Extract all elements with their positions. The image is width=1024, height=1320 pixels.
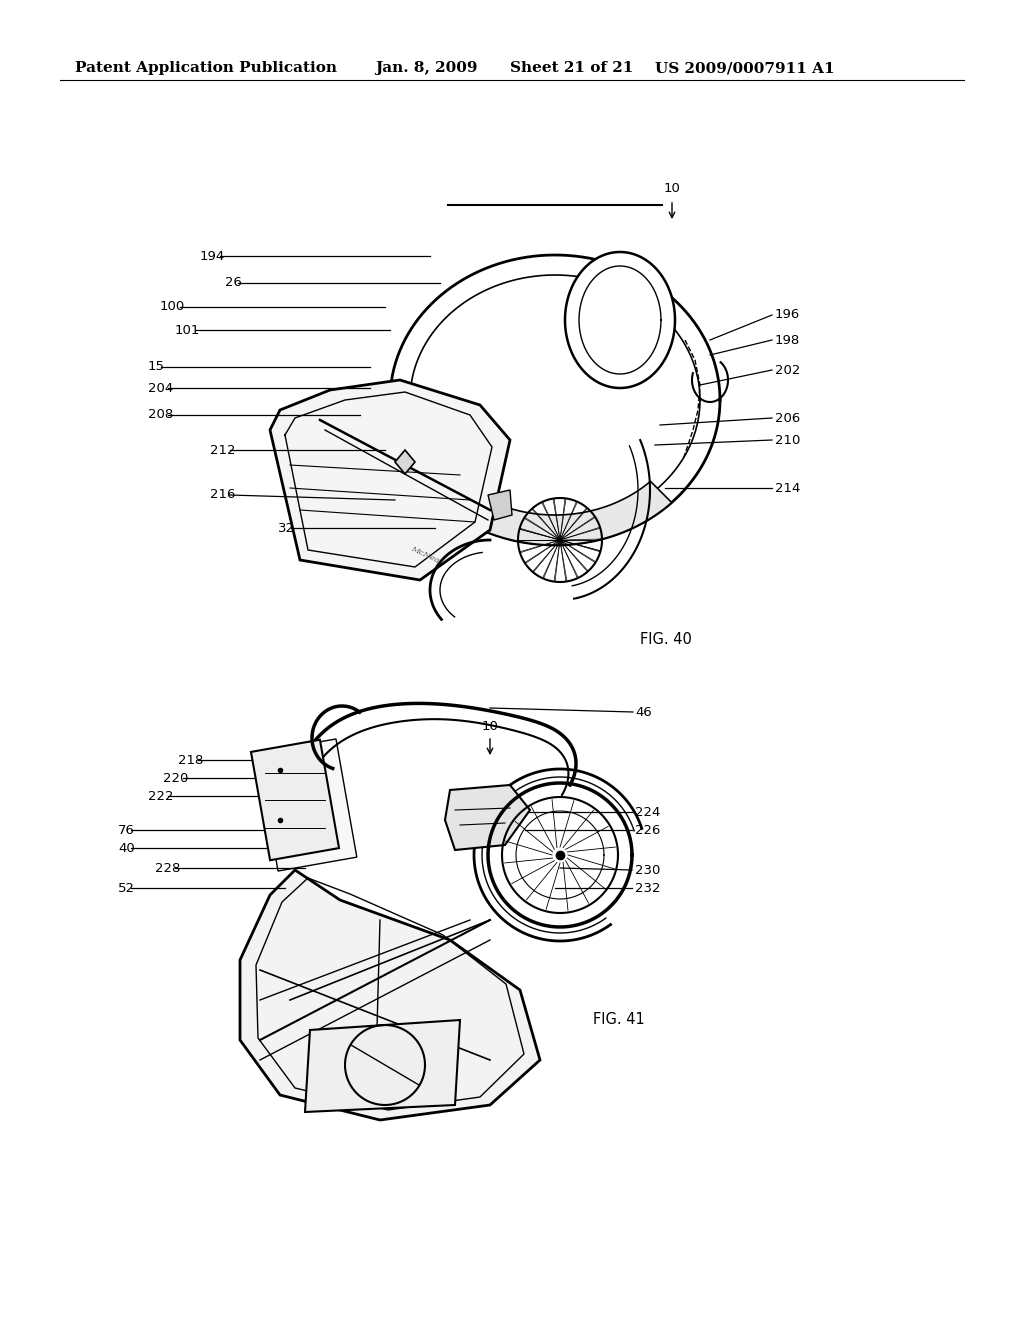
Text: 208: 208 (148, 408, 173, 421)
Text: 230: 230 (635, 863, 660, 876)
Text: 26: 26 (225, 276, 242, 289)
Text: 224: 224 (635, 805, 660, 818)
Text: 40: 40 (118, 842, 135, 854)
Text: 198: 198 (775, 334, 800, 346)
Text: Jan. 8, 2009: Jan. 8, 2009 (375, 61, 477, 75)
Text: Patent Application Publication: Patent Application Publication (75, 61, 337, 75)
Polygon shape (565, 252, 675, 388)
Text: 210: 210 (775, 433, 801, 446)
Polygon shape (445, 785, 530, 850)
Polygon shape (270, 380, 510, 579)
Text: 216: 216 (210, 488, 236, 502)
Text: 220: 220 (163, 771, 188, 784)
Text: 10: 10 (481, 719, 499, 733)
Text: 228: 228 (155, 862, 180, 874)
Text: 32: 32 (278, 521, 295, 535)
Text: 15: 15 (148, 360, 165, 374)
Polygon shape (257, 739, 356, 871)
Polygon shape (251, 739, 339, 861)
Text: 222: 222 (148, 789, 173, 803)
Text: 194: 194 (200, 249, 225, 263)
Text: 100: 100 (160, 301, 185, 314)
Text: 101: 101 (175, 323, 201, 337)
Text: 232: 232 (635, 882, 660, 895)
Text: 226: 226 (635, 824, 660, 837)
Text: 196: 196 (775, 309, 800, 322)
Text: FIG. 40: FIG. 40 (640, 632, 692, 648)
Text: 202: 202 (775, 363, 801, 376)
Text: US 2009/0007911 A1: US 2009/0007911 A1 (655, 61, 835, 75)
Polygon shape (395, 450, 415, 474)
Text: 204: 204 (148, 381, 173, 395)
Polygon shape (305, 1020, 460, 1111)
Text: 10: 10 (664, 182, 680, 195)
Text: 76: 76 (118, 824, 135, 837)
Polygon shape (488, 490, 512, 520)
Text: 206: 206 (775, 412, 800, 425)
Text: 46: 46 (635, 705, 651, 718)
Text: 212: 212 (210, 444, 236, 457)
Text: 214: 214 (775, 482, 801, 495)
Text: McNea: McNea (410, 545, 440, 565)
Text: 52: 52 (118, 882, 135, 895)
Text: Sheet 21 of 21: Sheet 21 of 21 (510, 61, 634, 75)
Text: 218: 218 (178, 754, 204, 767)
Text: FIG. 41: FIG. 41 (593, 1012, 645, 1027)
Polygon shape (438, 482, 672, 545)
Polygon shape (240, 870, 540, 1119)
